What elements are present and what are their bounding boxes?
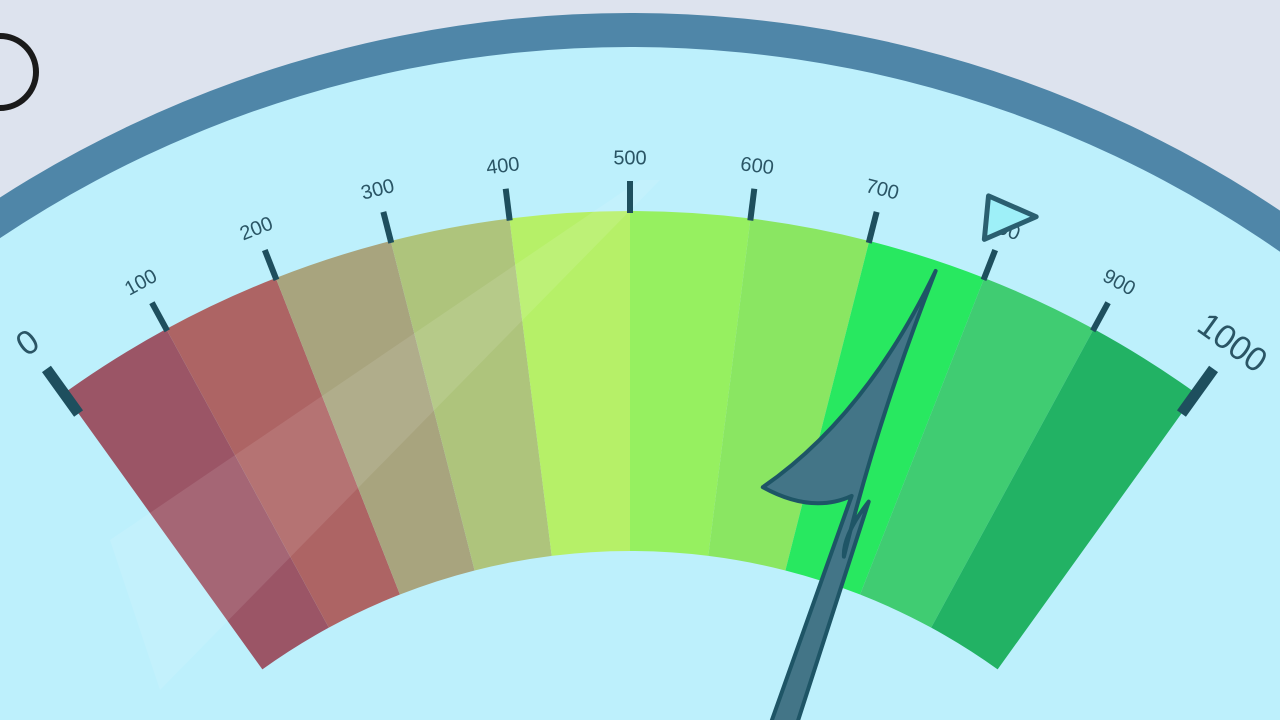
needle <box>735 268 938 720</box>
target-marker <box>981 193 1039 242</box>
tick-mark <box>262 248 280 281</box>
scale-band <box>931 329 1197 670</box>
scale-band <box>630 211 751 556</box>
tick-mark <box>1090 301 1111 333</box>
tick-mark <box>41 365 84 417</box>
screw <box>0 33 39 111</box>
glare <box>110 180 660 690</box>
scale-band <box>390 218 552 571</box>
tick-label: 400 <box>485 153 521 179</box>
tick-mark <box>747 188 758 221</box>
scale-band <box>708 218 870 571</box>
tick-mark <box>865 211 880 244</box>
tick-mark <box>980 248 998 281</box>
tick-mark <box>149 301 170 333</box>
tick-label: 500 <box>613 147 646 169</box>
scale-bands <box>63 211 1197 670</box>
scale-band <box>509 211 630 556</box>
scale-band <box>860 277 1094 628</box>
needle-layer <box>735 193 1039 720</box>
tick-label: 600 <box>739 153 775 179</box>
scale-band <box>166 277 400 628</box>
tick-mark <box>380 211 395 244</box>
tick-mark <box>502 188 513 221</box>
scale-band <box>275 240 475 595</box>
tick-mark <box>1176 365 1219 417</box>
scale-band <box>63 329 329 670</box>
